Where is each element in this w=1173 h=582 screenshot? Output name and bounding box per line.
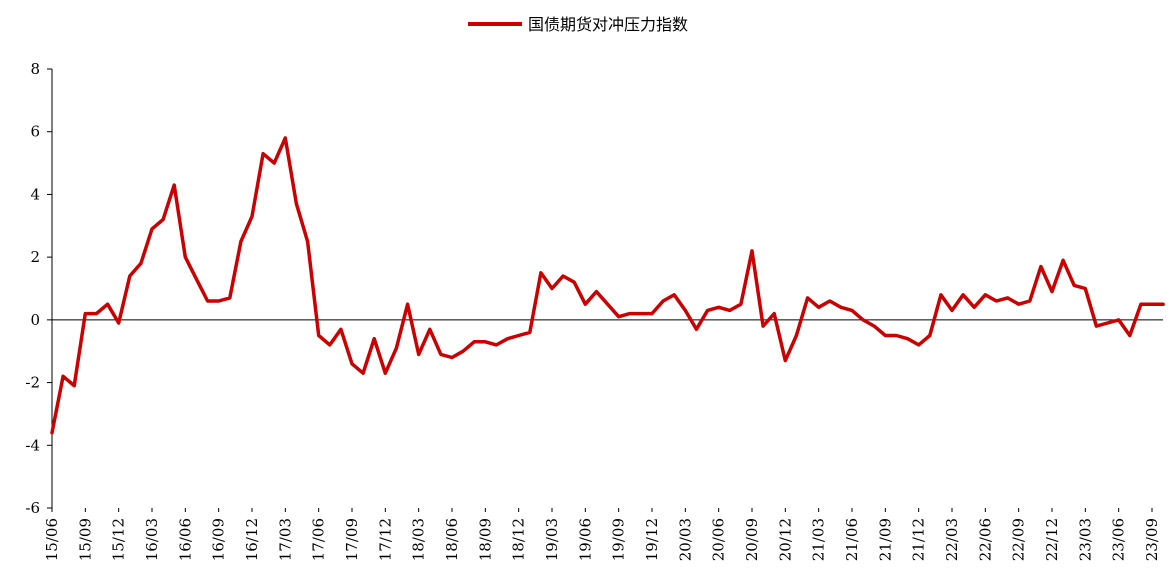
- x-tick-label: 15/09: [76, 518, 94, 561]
- y-tick-label: -6: [25, 499, 40, 517]
- x-tick-label: 18/06: [443, 518, 461, 561]
- y-tick-label: -4: [25, 436, 40, 454]
- x-tick-label: 19/03: [543, 518, 561, 561]
- x-tick-label: 23/09: [1143, 518, 1161, 561]
- x-tick-label: 16/12: [243, 518, 261, 561]
- legend: 国债期货对冲压力指数: [468, 15, 688, 34]
- series-group: [50, 136, 1165, 435]
- y-tick-label: 0: [30, 311, 40, 329]
- x-tick-label: 21/03: [810, 518, 828, 561]
- legend-label: 国债期货对冲压力指数: [528, 15, 688, 34]
- x-tick-label: 22/06: [976, 518, 994, 561]
- x-tick-label: 20/06: [710, 518, 728, 561]
- x-tick-label: 21/09: [876, 518, 894, 561]
- x-tick-label: 17/12: [376, 518, 394, 561]
- x-tick-label: 21/06: [843, 518, 861, 561]
- x-tick-label: 20/09: [743, 518, 761, 561]
- x-axis: 15/06 15/09 15/12 16/03 16/06 16/09 16/12 17/03…: [43, 508, 1161, 561]
- x-tick-label: 15/06: [43, 518, 61, 561]
- y-tick-label: 6: [30, 123, 40, 141]
- series-line: [50, 136, 1165, 435]
- x-tick-label: 19/12: [643, 518, 661, 561]
- x-tick-label: 15/12: [110, 518, 128, 561]
- y-tick-label: 2: [30, 248, 40, 266]
- x-tick-label: 19/06: [576, 518, 594, 561]
- x-tick-label: 16/06: [176, 518, 194, 561]
- x-tick-label: 20/03: [676, 518, 694, 561]
- x-tick-label: 19/09: [610, 518, 628, 561]
- x-tick-label: 18/03: [410, 518, 428, 561]
- y-tick-label: -2: [25, 374, 40, 392]
- x-tick-label: 23/03: [1076, 518, 1094, 561]
- y-axis: -6 -4 -2 0 2 4 6 8: [25, 60, 53, 517]
- x-tick-label: 17/09: [343, 518, 361, 561]
- x-tick-label: 16/03: [143, 518, 161, 561]
- x-tick-label: 18/12: [510, 518, 528, 561]
- x-tick-label: 20/12: [776, 518, 794, 561]
- x-tick-label: 17/03: [276, 518, 294, 561]
- x-tick-label: 22/09: [1010, 518, 1028, 561]
- x-tick-label: 21/12: [910, 518, 928, 561]
- x-tick-label: 22/12: [1043, 518, 1061, 561]
- x-tick-label: 23/06: [1110, 518, 1128, 561]
- x-tick-label: 16/09: [210, 518, 228, 561]
- y-tick-label: 4: [30, 185, 40, 203]
- x-tick-label: 17/06: [310, 518, 328, 561]
- y-tick-label: 8: [30, 60, 40, 78]
- x-tick-label: 22/03: [943, 518, 961, 561]
- x-tick-label: 18/09: [476, 518, 494, 561]
